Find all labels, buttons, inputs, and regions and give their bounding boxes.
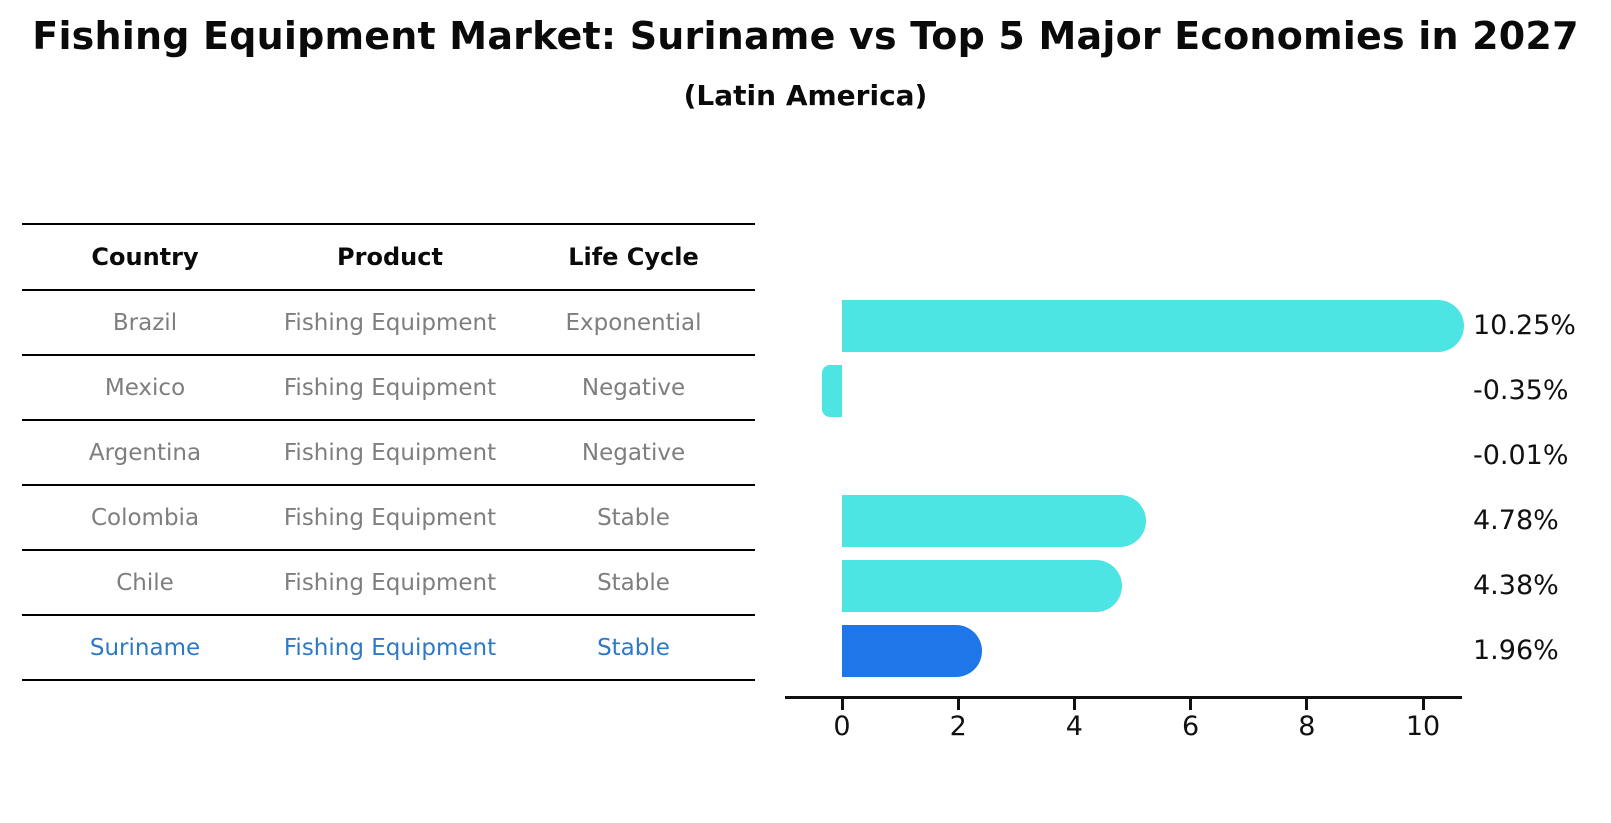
table-row-mexico: Mexico Fishing Equipment Negative (22, 356, 755, 421)
x-tick (1305, 699, 1309, 710)
bar-mexico (821, 365, 842, 417)
table-row-chile: Chile Fishing Equipment Stable (22, 551, 755, 616)
value-label-suriname: 1.96% (1473, 635, 1559, 666)
cell-country: Argentina (88, 439, 202, 466)
cell-product: Fishing Equipment (283, 374, 497, 401)
table-row-argentina: Argentina Fishing Equipment Negative (22, 421, 755, 486)
column-header-life-cycle: Life Cycle (568, 243, 699, 271)
cell-country: Suriname (89, 634, 201, 661)
value-label-mexico: -0.35% (1473, 375, 1569, 406)
cell-product: Fishing Equipment (283, 439, 497, 466)
x-tick-label: 2 (949, 711, 967, 742)
x-axis-line (785, 696, 1462, 699)
cell-country: Brazil (112, 309, 178, 336)
cell-product: Fishing Equipment (283, 634, 497, 661)
cell-life-cycle: Stable (597, 569, 670, 596)
cell-life-cycle: Exponential (565, 309, 702, 336)
bar-brazil (842, 300, 1464, 352)
x-tick (1189, 699, 1193, 710)
table-row-colombia: Colombia Fishing Equipment Stable (22, 486, 755, 551)
x-tick (1072, 699, 1076, 710)
bar-suriname (842, 625, 982, 677)
x-tick (1421, 699, 1425, 710)
x-tick-label: 10 (1405, 711, 1441, 742)
table-row-brazil: Brazil Fishing Equipment Exponential (22, 291, 755, 356)
cell-product: Fishing Equipment (283, 504, 497, 531)
cell-life-cycle: Negative (581, 439, 686, 466)
cell-life-cycle: Negative (581, 374, 686, 401)
cell-country: Chile (116, 569, 174, 596)
x-tick-label: 0 (833, 711, 851, 742)
value-label-brazil: 10.25% (1473, 310, 1576, 341)
cell-product: Fishing Equipment (283, 309, 497, 336)
value-label-argentina: -0.01% (1473, 440, 1569, 471)
x-tick-label: 6 (1182, 711, 1200, 742)
cell-country: Mexico (104, 374, 186, 401)
column-header-country: Country (91, 243, 199, 271)
cell-country: Colombia (90, 504, 200, 531)
cell-life-cycle: Stable (597, 634, 670, 661)
x-tick (956, 699, 960, 710)
cell-product: Fishing Equipment (283, 569, 497, 596)
column-header-product: Product (337, 243, 443, 271)
value-label-colombia: 4.78% (1473, 505, 1559, 536)
bar-chile (842, 560, 1123, 612)
cell-life-cycle: Stable (597, 504, 670, 531)
x-tick-label: 4 (1065, 711, 1083, 742)
chart-title: Fishing Equipment Market: Suriname vs To… (32, 14, 1579, 58)
comparison-table: Country Product Life Cycle Brazil Fishin… (22, 223, 755, 681)
chart-subtitle: (Latin America) (683, 79, 928, 112)
value-label-chile: 4.38% (1473, 570, 1559, 601)
table-row-suriname: Suriname Fishing Equipment Stable (22, 616, 755, 681)
x-tick-label: 8 (1298, 711, 1316, 742)
x-tick (840, 699, 844, 710)
table-header-row: Country Product Life Cycle (22, 225, 755, 291)
bar-colombia (842, 495, 1146, 547)
